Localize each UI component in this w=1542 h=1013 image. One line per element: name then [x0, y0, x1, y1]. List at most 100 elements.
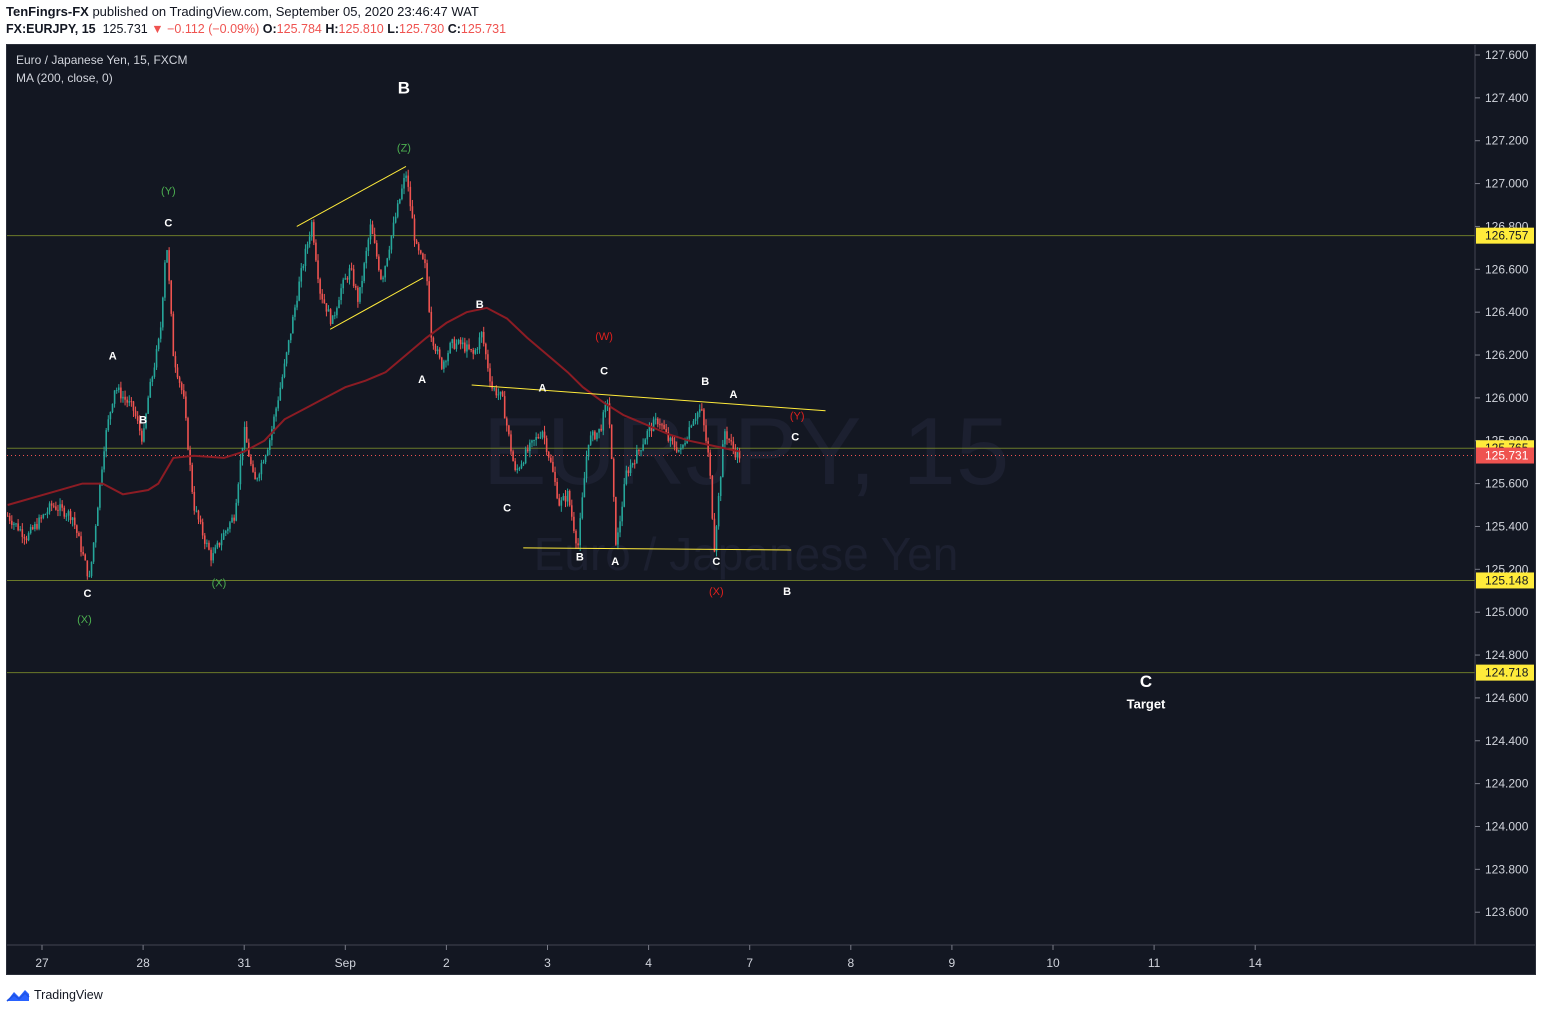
candle-body — [558, 498, 561, 506]
candle-body — [705, 425, 707, 442]
candle-body — [178, 377, 181, 383]
candle-body — [8, 515, 11, 521]
candle-body — [594, 431, 596, 440]
candle-body — [201, 522, 204, 536]
candle-body — [610, 424, 613, 459]
candle-body — [97, 507, 99, 527]
candle-body — [508, 425, 510, 435]
candle-body — [354, 286, 357, 288]
candle-body — [206, 542, 208, 544]
candle-body — [48, 503, 51, 512]
wave-label: B — [139, 415, 147, 427]
candle-body — [342, 279, 344, 289]
candle-body — [738, 450, 741, 459]
candle-body — [579, 518, 581, 546]
candle-body — [73, 517, 76, 526]
candle-body — [480, 331, 483, 338]
publish-text: published on TradingView.com, September … — [92, 4, 479, 19]
candle-body — [581, 497, 584, 519]
candle-body — [566, 490, 569, 502]
candle-body — [296, 300, 298, 308]
trendline — [471, 384, 826, 412]
candle-body — [210, 549, 212, 561]
candle-body — [690, 425, 693, 428]
wave-label: C — [600, 365, 608, 377]
candle-body — [338, 300, 340, 309]
candle-body — [199, 519, 202, 523]
candle-body — [136, 416, 139, 421]
candle-body — [141, 430, 143, 442]
candle-body — [145, 413, 147, 429]
candle-body — [417, 243, 420, 251]
watermark-name: Euro / Japanese Yen — [534, 528, 959, 580]
candle-body — [623, 484, 626, 507]
candle-body — [235, 502, 238, 521]
candle-body — [457, 339, 460, 344]
candle-body — [434, 345, 437, 352]
candle-body — [568, 490, 571, 506]
candle-body — [298, 281, 300, 301]
candle-body — [46, 511, 49, 515]
candle-body — [78, 532, 80, 537]
candle-body — [260, 463, 263, 475]
x-tick-label: 10 — [1046, 956, 1060, 970]
chart-panel[interactable]: EURJPY, 15 Euro / Japanese Yen B (Z) (Y) C A B C… — [6, 44, 1536, 975]
candle-body — [262, 462, 265, 464]
candle-body — [390, 235, 393, 250]
candle-body — [237, 484, 240, 503]
candle-body — [334, 315, 336, 317]
high-label: H: — [325, 22, 339, 36]
candle-body — [520, 464, 523, 469]
candle-body — [329, 309, 332, 324]
candle-body — [155, 349, 158, 368]
candle-body — [510, 434, 512, 452]
candle-body — [195, 510, 198, 512]
y-tick-label: 126.200 — [1485, 348, 1529, 362]
last-price: 125.731 — [102, 22, 148, 36]
y-tick-label: 127.400 — [1485, 91, 1529, 105]
wave-label: C — [164, 217, 172, 229]
candle-body — [250, 456, 252, 465]
candle-body — [505, 418, 508, 426]
candle-body — [300, 268, 303, 282]
chart-title: Euro / Japanese Yen, 15, FXCM — [16, 53, 188, 67]
candle-body — [688, 427, 691, 439]
candle-body — [409, 186, 412, 207]
candle-body — [132, 401, 135, 411]
wave-label: C — [791, 432, 799, 444]
candle-body — [384, 266, 386, 278]
indicator-legend[interactable]: MA (200, close, 0) — [16, 71, 113, 85]
candle-body — [539, 437, 542, 439]
footer-brand[interactable]: TradingView — [34, 988, 103, 1002]
candle-body — [715, 526, 718, 552]
price-label: 126.757 — [1485, 229, 1529, 243]
candle-body — [122, 396, 124, 399]
candle-body — [13, 523, 15, 525]
candle-body — [134, 410, 137, 417]
candle-body — [642, 444, 644, 451]
candle-body — [367, 239, 370, 251]
candle-body — [38, 517, 40, 529]
candle-body — [659, 424, 661, 426]
candle-body — [564, 495, 567, 502]
wave-label: (X) — [212, 577, 227, 589]
candle-body — [583, 478, 586, 498]
candle-body — [220, 539, 223, 546]
x-tick-label: 28 — [136, 956, 150, 970]
candle-body — [680, 447, 682, 450]
candle-body — [459, 339, 462, 345]
candle-body — [621, 506, 623, 522]
candle-body — [340, 288, 342, 301]
candle-body — [552, 461, 554, 472]
author-name[interactable]: TenFingrs-FX — [6, 4, 89, 19]
candle-body — [90, 561, 93, 577]
wave-label: (Y) — [161, 185, 176, 197]
candle-body — [103, 451, 105, 470]
y-tick-label: 124.200 — [1485, 777, 1529, 791]
candle-body — [151, 376, 154, 382]
candle-body — [531, 440, 533, 443]
candle-body — [17, 523, 19, 531]
y-tick-label: 123.600 — [1485, 905, 1529, 919]
candle-body — [115, 390, 118, 392]
